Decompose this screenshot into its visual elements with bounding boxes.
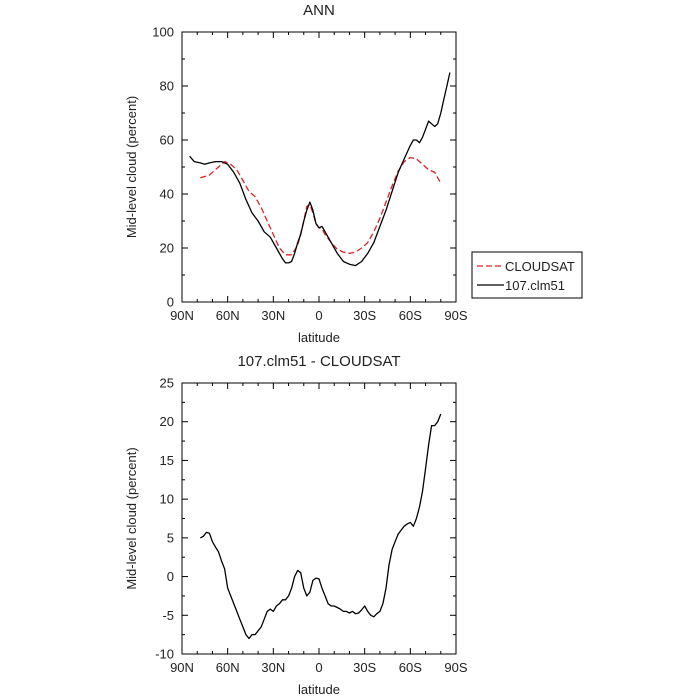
x-tick-label: 0 [315,308,322,323]
legend: CLOUDSAT 107.clm51 [471,251,583,299]
y-tick-label: -10 [155,647,174,662]
107-clm51-series-line [189,72,451,267]
y-tick-label: 40 [160,187,174,202]
y-tick-label: 80 [160,79,174,94]
bottom-chart: 107.clm51 - CLOUDSAT 90N 60N 30N 0 30S 60S 90S -… [124,353,468,697]
x-tick-label: 30S [353,660,376,675]
legend-entry: 107.clm51 [505,278,565,293]
x-tick-label: 60S [399,308,422,323]
plot-frame [181,382,457,655]
x-tick-label: 60N [216,660,240,675]
y-tick-label: 20 [160,414,174,429]
y-axis-label: Mid-level cloud (percent) [124,96,139,238]
y-tick-label: -5 [162,608,174,623]
x-tick-label: 60S [399,660,422,675]
y-tick-label: 100 [152,25,174,40]
y-tick-label: 25 [160,376,174,391]
difference-series-line [199,413,442,640]
y-tick-label: 0 [167,569,174,584]
chart-title: 107.clm51 - CLOUDSAT [237,353,400,370]
x-tick-label: 0 [315,660,322,675]
chart-title: ANN [303,2,335,19]
x-tick-label: 30N [261,308,285,323]
y-tick-label: 20 [160,241,174,256]
x-tick-label: 30S [353,308,376,323]
y-tick-label: 5 [167,530,174,545]
y-tick-label: 15 [160,453,174,468]
x-tick-label: 90S [444,308,467,323]
legend-box [471,251,583,299]
y-tick-label: 10 [160,492,174,507]
x-tick-label: 90S [444,660,467,675]
cloudsat-series-line [200,156,442,256]
y-tick-label: 0 [167,295,174,310]
plot-frame [181,31,457,303]
x-axis-label: latitude [298,682,340,697]
top-chart: ANN 90N 60N 30N 0 30S 60S 90S 0 20 40 60 80 100 latitu… [124,2,583,345]
x-axis-label: latitude [298,330,340,345]
x-tick-label: 30N [261,660,285,675]
x-tick-label: 90N [170,308,194,323]
y-axis-label: Mid-level cloud (percent) [124,447,139,589]
y-tick-label: 60 [160,133,174,148]
legend-entry: CLOUDSAT [505,259,575,274]
x-tick-label: 60N [216,308,240,323]
x-tick-label: 90N [170,660,194,675]
